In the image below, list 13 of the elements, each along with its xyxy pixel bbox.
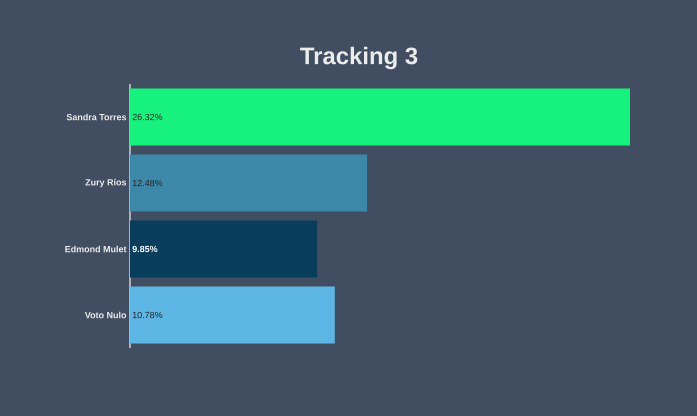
y-tick-label: Zury Ríos xyxy=(85,178,126,188)
y-tick-label: Voto Nulo xyxy=(84,312,126,318)
chart-title: Tracking 3 xyxy=(300,46,418,70)
bar xyxy=(130,88,630,146)
data-label: 12.48% xyxy=(132,180,162,186)
data-label: 26.32% xyxy=(132,114,162,120)
bar xyxy=(130,154,368,212)
data-label: 9.85% xyxy=(132,246,158,252)
y-tick-label: Edmond Mulet xyxy=(65,246,126,252)
bar xyxy=(130,286,335,344)
y-tick-label: Sandra Torres xyxy=(66,114,126,120)
data-label: 10.78% xyxy=(132,312,162,318)
bar xyxy=(130,220,318,278)
